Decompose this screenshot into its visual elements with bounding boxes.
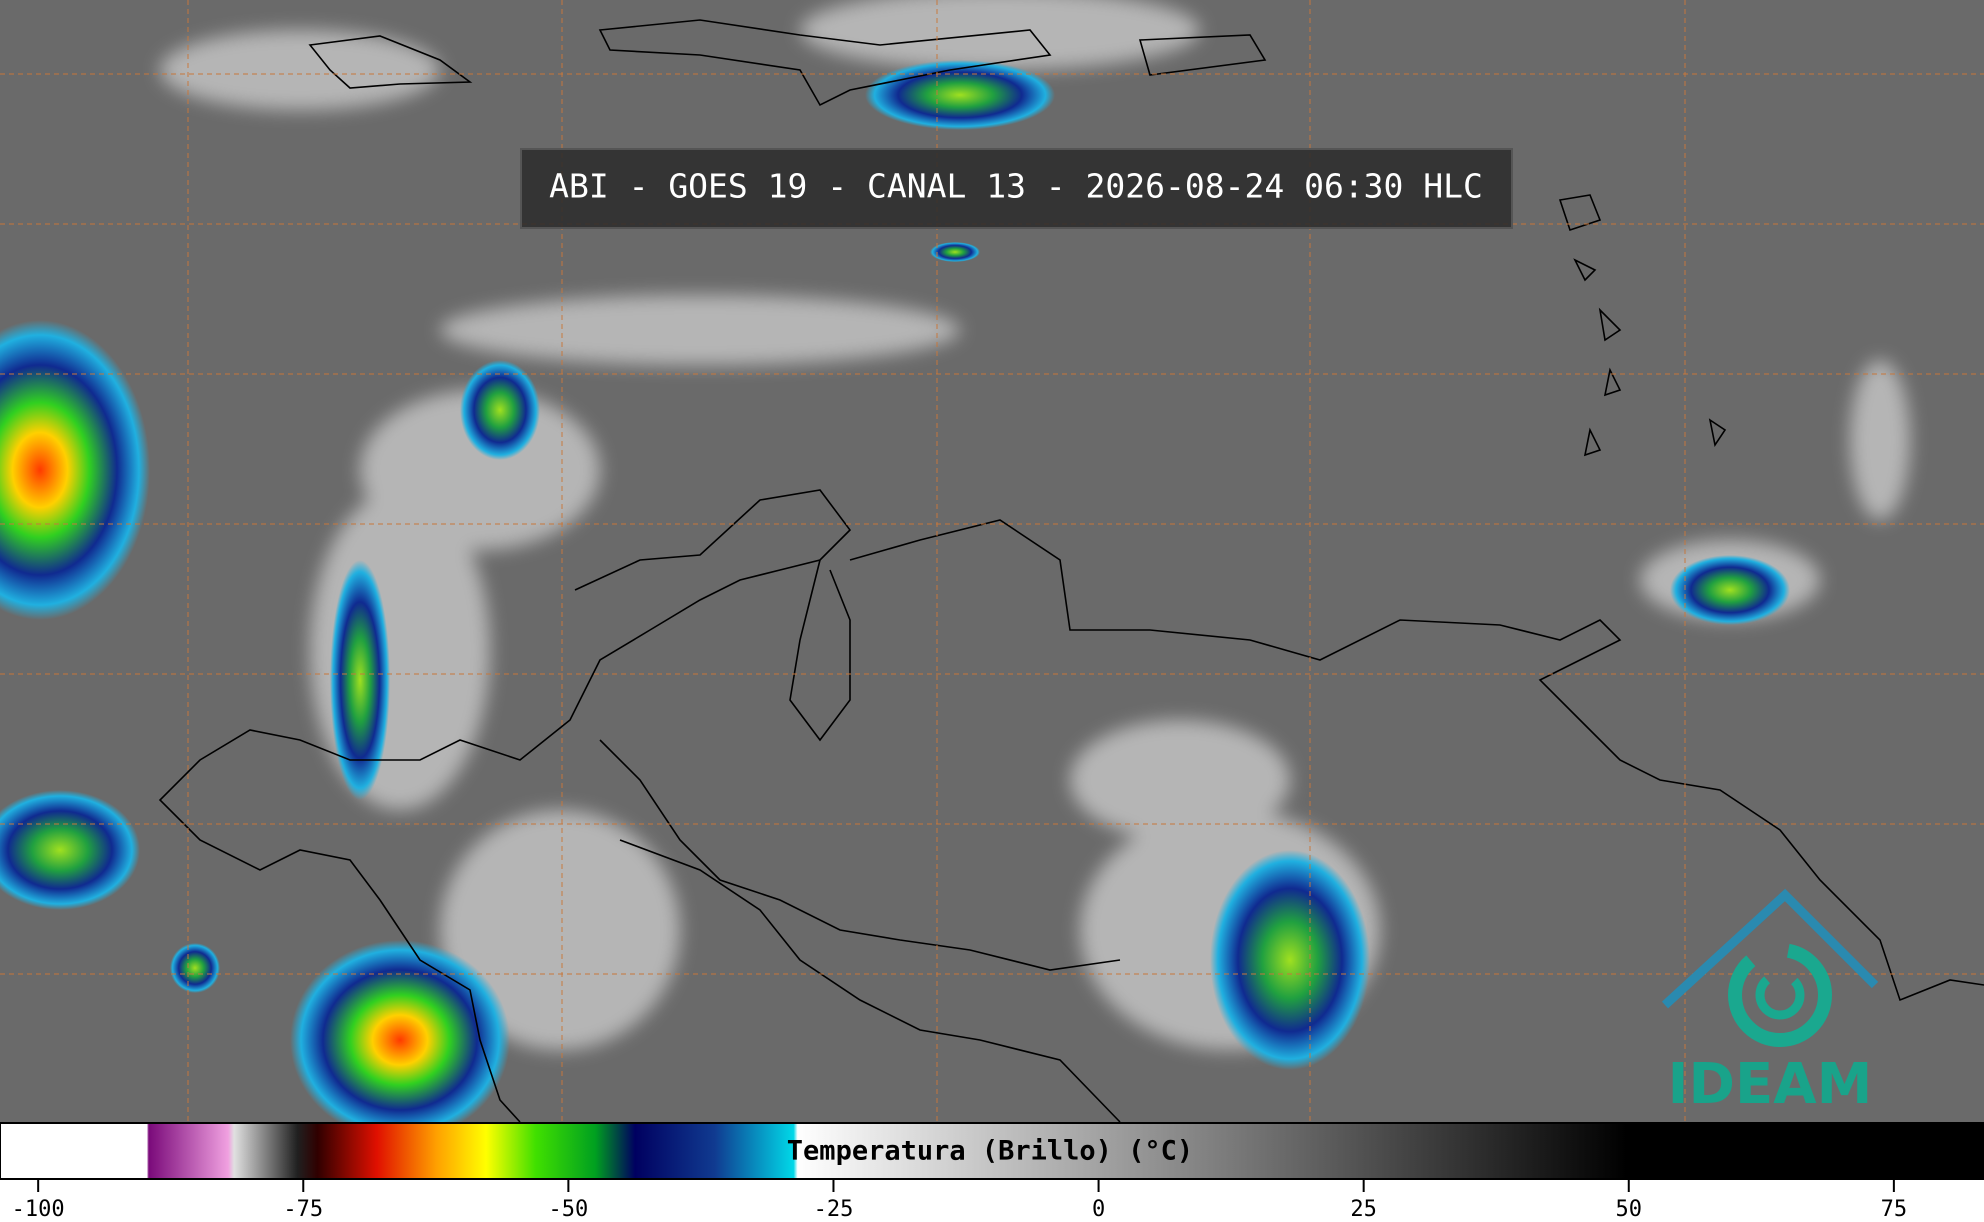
title-box: ABI - GOES 19 - CANAL 13 - 2026-08-24 06… <box>520 148 1513 229</box>
logo: IDEAM <box>1661 888 1879 1117</box>
colorbar-tick-label: 25 <box>1350 1197 1377 1222</box>
logo-text: IDEAM <box>1668 1052 1873 1117</box>
colorbar-label: Temperatura (Brillo) (°C) <box>787 1136 1193 1167</box>
coastlines <box>158 19 1984 1123</box>
colorbar-tick-label: 0 <box>1092 1197 1105 1222</box>
colorbar-tick-label: -50 <box>548 1197 588 1222</box>
colorbar-tick-label: 50 <box>1616 1197 1643 1222</box>
colorbar-tick-label: -75 <box>283 1197 323 1222</box>
colorbar-tick-label: -100 <box>12 1197 65 1222</box>
colorbar-tick-label: 75 <box>1881 1197 1908 1222</box>
colorbar: Temperatura (Brillo) (°C) -100 -75 -50 -25 0… <box>0 1122 1984 1222</box>
colorbar-tick-label: -25 <box>814 1197 854 1222</box>
title: ABI - GOES 19 - CANAL 13 - 2026-08-24 06… <box>549 167 1483 206</box>
